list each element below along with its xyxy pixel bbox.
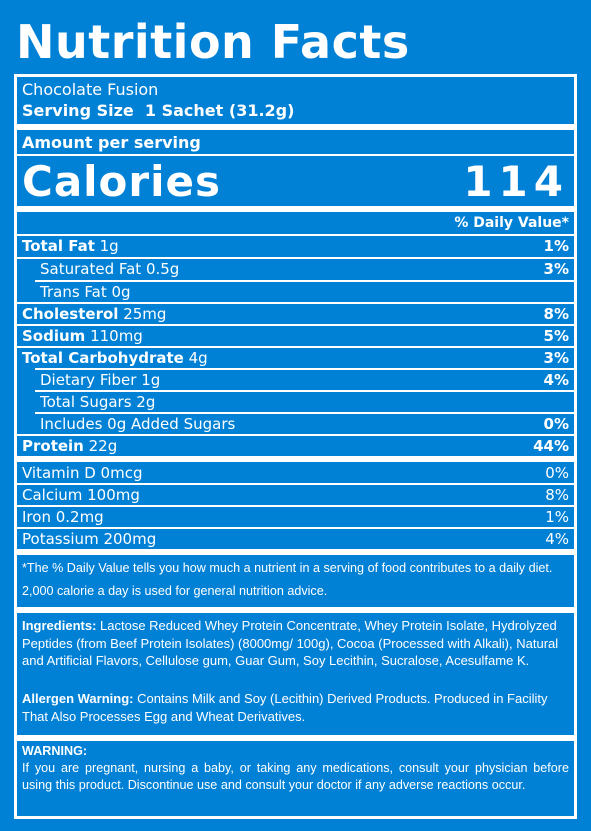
warning-block: WARNING: If you are pregnant, nursing a …	[22, 743, 569, 794]
divider	[17, 505, 574, 507]
vitamin-dv: 8%	[545, 485, 569, 504]
allergen-text: Contains Milk and Soy (Lecithin) Derived…	[22, 691, 551, 724]
vitamin-label: Vitamin D 0mcg	[22, 463, 143, 482]
calories-label: Calories	[22, 156, 222, 206]
nutrient-dv: 3%	[543, 260, 569, 278]
divider	[17, 324, 574, 326]
nutrient-row-added-sugars: Includes 0g Added Sugars 0%	[22, 414, 569, 434]
vitamin-label: Potassium 200mg	[22, 529, 157, 548]
divider	[17, 206, 574, 212]
nutrient-amount: 22g	[83, 437, 118, 455]
nutrient-name: Protein	[22, 437, 84, 455]
divider	[17, 124, 574, 130]
nutrient-row-total-carbohydrate: Total Carbohydrate 4g 3%	[22, 348, 569, 368]
nutrient-dv: 4%	[543, 371, 569, 389]
dv-header: % Daily Value*	[454, 215, 569, 231]
calories-row: Calories 114	[22, 156, 569, 206]
divider	[17, 154, 574, 156]
nutrient-dv: 0%	[543, 415, 569, 433]
ingredients-label: Ingredients:	[22, 618, 97, 633]
vitamin-label: Iron 0.2mg	[22, 507, 104, 526]
divider	[17, 456, 574, 462]
nutrient-amount: 110mg	[85, 327, 143, 345]
allergen-block: Allergen Warning: Contains Milk and Soy …	[22, 690, 569, 725]
nutrient-dv: 1%	[543, 237, 569, 255]
nutrient-name: Total Carbohydrate	[22, 349, 184, 367]
product-name: Chocolate Fusion	[22, 79, 159, 99]
nutrient-amount: 25mg	[118, 305, 167, 323]
nutrient-name: Cholesterol	[22, 305, 119, 323]
nutrient-dv: 44%	[533, 437, 569, 455]
label-title: Nutrition Facts	[16, 15, 410, 69]
section-divider	[14, 607, 577, 613]
warning-text: If you are pregnant, nursing a baby, or …	[22, 761, 569, 792]
ingredients-text: Lactose Reduced Whey Protein Concentrate…	[22, 618, 562, 668]
vitamin-row: Calcium 100mg 8%	[22, 485, 569, 504]
nutrient-amount: 4g	[183, 349, 208, 367]
divider	[17, 527, 574, 529]
serving-size: Serving Size 1 Sachet (31.2g)	[22, 100, 295, 120]
divider	[17, 257, 574, 259]
nutrient-row-total-sugars: Total Sugars 2g	[22, 392, 569, 412]
nutrient-row-total-fat: Total Fat 1g 1%	[22, 236, 569, 256]
nutrient-row-saturated-fat: Saturated Fat 0.5g 3%	[22, 259, 569, 279]
divider	[17, 346, 574, 348]
nutrient-dv: 5%	[543, 327, 569, 345]
warning-label: WARNING:	[22, 744, 88, 758]
vitamin-row: Vitamin D 0mcg 0%	[22, 463, 569, 482]
divider	[17, 302, 574, 304]
allergen-label: Allergen Warning:	[22, 691, 134, 706]
nutrient-name: Total Fat	[22, 237, 95, 255]
nutrient-dv: 3%	[543, 349, 569, 367]
vitamin-dv: 1%	[545, 507, 569, 526]
divider	[35, 368, 574, 370]
nutrient-name: Dietary Fiber 1g	[40, 371, 161, 389]
vitamin-label: Calcium 100mg	[22, 485, 140, 504]
vitamin-row: Iron 0.2mg 1%	[22, 507, 569, 526]
nutrient-amount: 1g	[94, 237, 119, 255]
nutrient-name: Saturated Fat 0.5g	[40, 260, 180, 278]
amount-per-serving-row: Amount per serving	[22, 131, 569, 153]
nutrient-name: Trans Fat 0g	[40, 283, 131, 301]
ingredients-block: Ingredients: Lactose Reduced Whey Protei…	[22, 617, 569, 670]
calories-value: 114	[463, 156, 569, 206]
nutrient-name: Total Sugars 2g	[40, 393, 156, 411]
nutrient-row-dietary-fiber: Dietary Fiber 1g 4%	[22, 370, 569, 390]
product-name-row: Chocolate Fusion	[22, 79, 569, 99]
divider	[17, 434, 574, 436]
divider	[17, 234, 574, 236]
divider	[17, 549, 574, 555]
section-divider	[14, 735, 577, 741]
vitamin-dv: 4%	[545, 529, 569, 548]
amount-per-serving: Amount per serving	[22, 132, 201, 152]
divider	[35, 280, 574, 282]
nutrient-name: Sodium	[22, 327, 86, 345]
vitamin-row: Potassium 200mg 4%	[22, 529, 569, 548]
nutrient-row-trans-fat: Trans Fat 0g	[22, 282, 569, 302]
dv-header-row: % Daily Value*	[22, 213, 569, 233]
nutrient-row-sodium: Sodium 110mg 5%	[22, 326, 569, 346]
nutrient-row-cholesterol: Cholesterol 25mg 8%	[22, 304, 569, 324]
nutrient-row-protein: Protein 22g 44%	[22, 436, 569, 456]
divider	[35, 390, 574, 392]
nutrient-name: Includes 0g Added Sugars	[40, 415, 236, 433]
label-panel: Chocolate Fusion Serving Size 1 Sachet (…	[14, 74, 577, 819]
divider	[17, 483, 574, 485]
daily-value-footnote: *The % Daily Value tells you how much a …	[22, 561, 553, 598]
serving-size-row: Serving Size 1 Sachet (31.2g)	[22, 100, 569, 120]
vitamin-dv: 0%	[545, 463, 569, 482]
divider	[35, 412, 574, 414]
nutrient-dv: 8%	[543, 305, 569, 323]
